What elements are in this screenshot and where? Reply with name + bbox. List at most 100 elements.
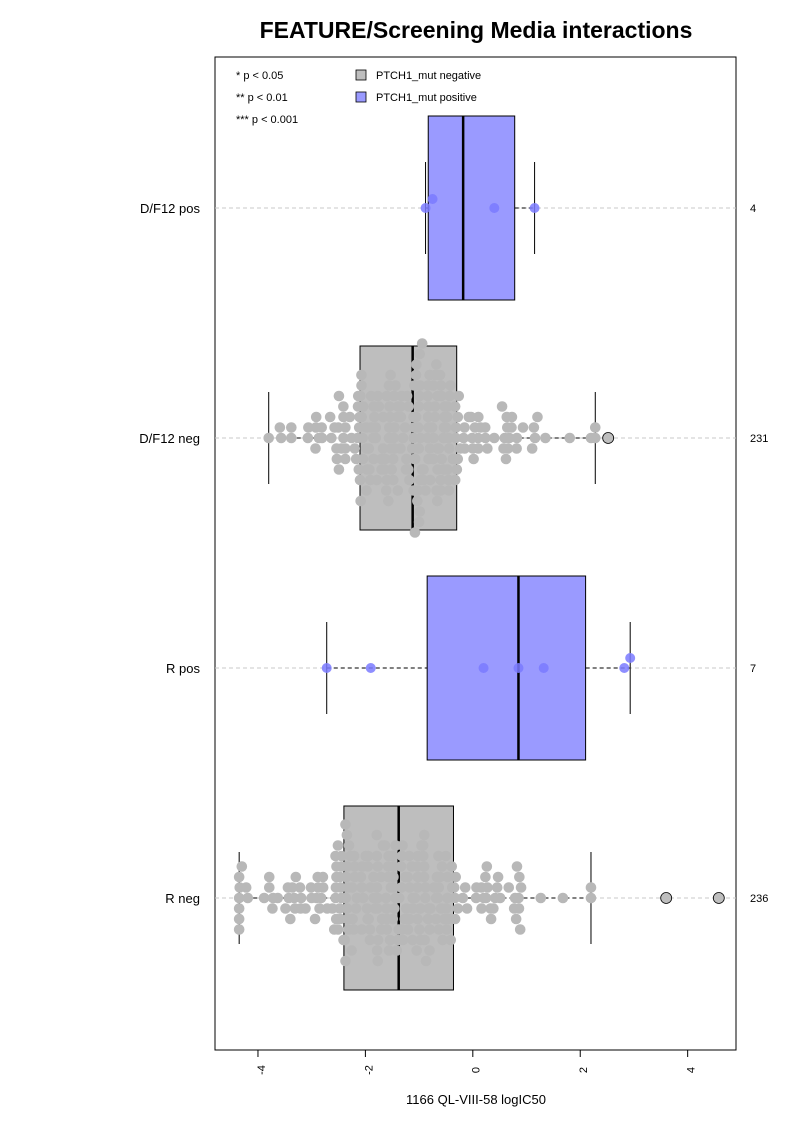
- data-point: [510, 913, 522, 925]
- data-point: [457, 892, 469, 904]
- y-tick-label: R pos: [166, 661, 200, 676]
- data-point: [371, 945, 383, 956]
- data-point: [350, 903, 362, 914]
- data-point: [392, 401, 404, 412]
- data-point: [263, 882, 275, 893]
- guide-lines: [215, 207, 736, 899]
- data-point: [356, 861, 368, 872]
- significance-label: * p < 0.05: [236, 70, 283, 82]
- data-point: [476, 903, 487, 914]
- x-tick-label: 4: [686, 1067, 698, 1073]
- data-point: [442, 892, 453, 904]
- data-point: [496, 401, 508, 412]
- data-point: [329, 422, 340, 433]
- data-point: [511, 861, 523, 872]
- data-point: [406, 861, 418, 872]
- data-point: [443, 474, 454, 486]
- data-point: [459, 422, 470, 433]
- data-point: [414, 348, 425, 360]
- data-point: [434, 369, 446, 381]
- data-point: [385, 369, 396, 381]
- data-point: [420, 882, 431, 893]
- y-axis-labels: D/F12 pos D/F12 neg R pos R neg: [139, 201, 200, 906]
- data-point: [331, 443, 342, 454]
- data-point: [355, 871, 367, 883]
- data-point: [488, 903, 499, 914]
- data-point: [388, 432, 399, 444]
- data-point: [387, 850, 398, 862]
- data-point: [432, 495, 443, 507]
- data-point: [422, 432, 433, 444]
- data-point: [306, 892, 317, 904]
- data-point: [528, 422, 540, 433]
- data-point: [481, 861, 493, 872]
- data-point: [352, 390, 364, 402]
- data-point: [488, 432, 500, 444]
- data-point: [316, 422, 328, 433]
- data-point: [452, 903, 464, 914]
- data-point: [233, 913, 245, 925]
- data-point: [418, 474, 429, 486]
- data-point: [479, 422, 491, 433]
- data-point: [342, 882, 354, 893]
- data-point: [384, 934, 396, 946]
- data-point: [364, 464, 375, 475]
- data-point: [361, 485, 372, 496]
- data-point: [422, 913, 434, 925]
- data-point: [387, 913, 399, 925]
- data-point: [331, 453, 343, 465]
- data-point: [339, 934, 350, 946]
- data-point: [399, 422, 411, 433]
- data-point: [400, 871, 411, 883]
- data-point: [267, 903, 278, 914]
- data-point: [334, 903, 345, 914]
- data-point: [444, 390, 455, 402]
- data-point: [310, 411, 322, 423]
- outlier-point: [660, 892, 673, 904]
- data-point: [290, 871, 302, 883]
- data-point: [400, 464, 412, 475]
- data-point: [236, 861, 248, 872]
- data-point: [391, 945, 403, 956]
- data-point: [334, 913, 346, 925]
- data-point: [473, 411, 484, 423]
- data-point: [399, 913, 411, 925]
- data-point: [412, 485, 424, 496]
- x-tick-label: -2: [363, 1065, 375, 1075]
- data-point: [397, 432, 409, 444]
- x-tick-label: 2: [578, 1067, 590, 1073]
- data-point: [450, 422, 462, 433]
- data-point: [353, 464, 365, 475]
- data-point: [356, 924, 368, 935]
- data-point: [427, 194, 438, 204]
- data-point: [468, 453, 479, 465]
- data-point: [395, 861, 407, 872]
- data-point: [458, 432, 469, 444]
- data-point: [350, 453, 362, 465]
- count-label: 236: [750, 893, 768, 905]
- data-point: [414, 390, 425, 402]
- data-point: [538, 663, 549, 673]
- data-point: [470, 892, 482, 904]
- data-point: [585, 882, 597, 893]
- data-point: [449, 401, 461, 412]
- data-point: [414, 380, 426, 391]
- data-point: [482, 443, 493, 454]
- data-point: [396, 390, 407, 402]
- data-point: [420, 892, 431, 904]
- data-point: [371, 850, 383, 862]
- data-point: [418, 861, 430, 872]
- data-point: [343, 840, 355, 851]
- data-point: [411, 945, 422, 956]
- x-axis: -4 -2 0 2 4: [256, 1049, 698, 1075]
- data-point: [502, 443, 514, 454]
- data-point: [365, 390, 377, 402]
- data-point: [387, 474, 399, 486]
- data-point: [366, 422, 377, 433]
- data-point: [449, 892, 461, 904]
- data-point: [526, 443, 538, 454]
- data-point: [529, 203, 540, 213]
- data-point: [233, 903, 245, 914]
- legend: PTCH1_mut negative PTCH1_mut positive: [355, 69, 481, 104]
